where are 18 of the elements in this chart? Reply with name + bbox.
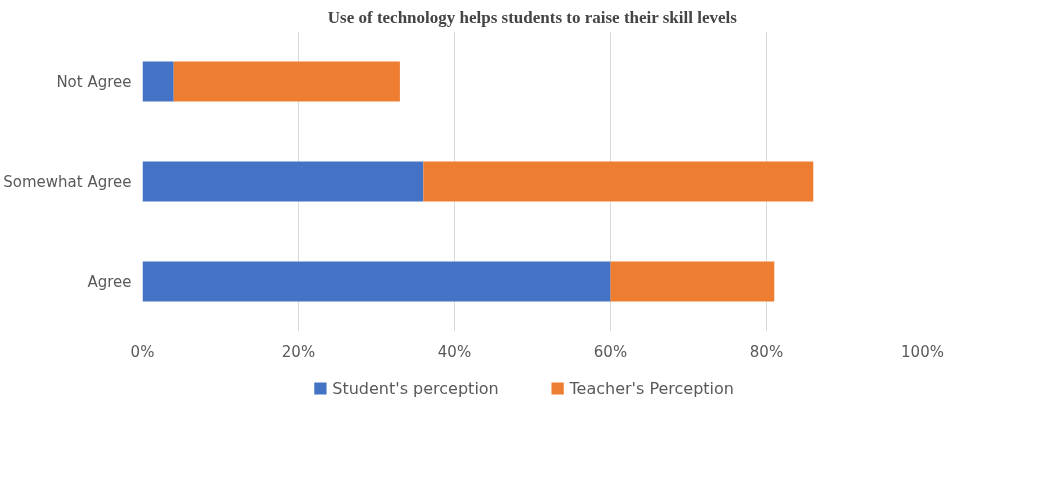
y-tick-label: Agree xyxy=(87,272,132,291)
x-tick-label: 100% xyxy=(901,342,944,361)
legend-label: Teacher's Perception xyxy=(568,379,734,398)
x-tick-label: 80% xyxy=(749,342,784,361)
bar xyxy=(142,61,174,102)
x-tick-label: 40% xyxy=(437,342,472,361)
legend-label: Student's perception xyxy=(332,379,499,398)
bar xyxy=(142,261,611,302)
x-tick-label: 60% xyxy=(593,342,628,361)
bar xyxy=(173,61,400,102)
y-tick-label: Not Agree xyxy=(56,72,132,91)
bar xyxy=(142,161,424,202)
chart-title: Use of technology helps students to raise their skill levels xyxy=(327,7,738,27)
x-tick-label: 20% xyxy=(281,342,316,361)
y-tick-label: Somewhat Agree xyxy=(3,172,132,191)
bar xyxy=(610,261,775,302)
bar xyxy=(423,161,814,202)
x-tick-label: 0% xyxy=(130,342,155,361)
